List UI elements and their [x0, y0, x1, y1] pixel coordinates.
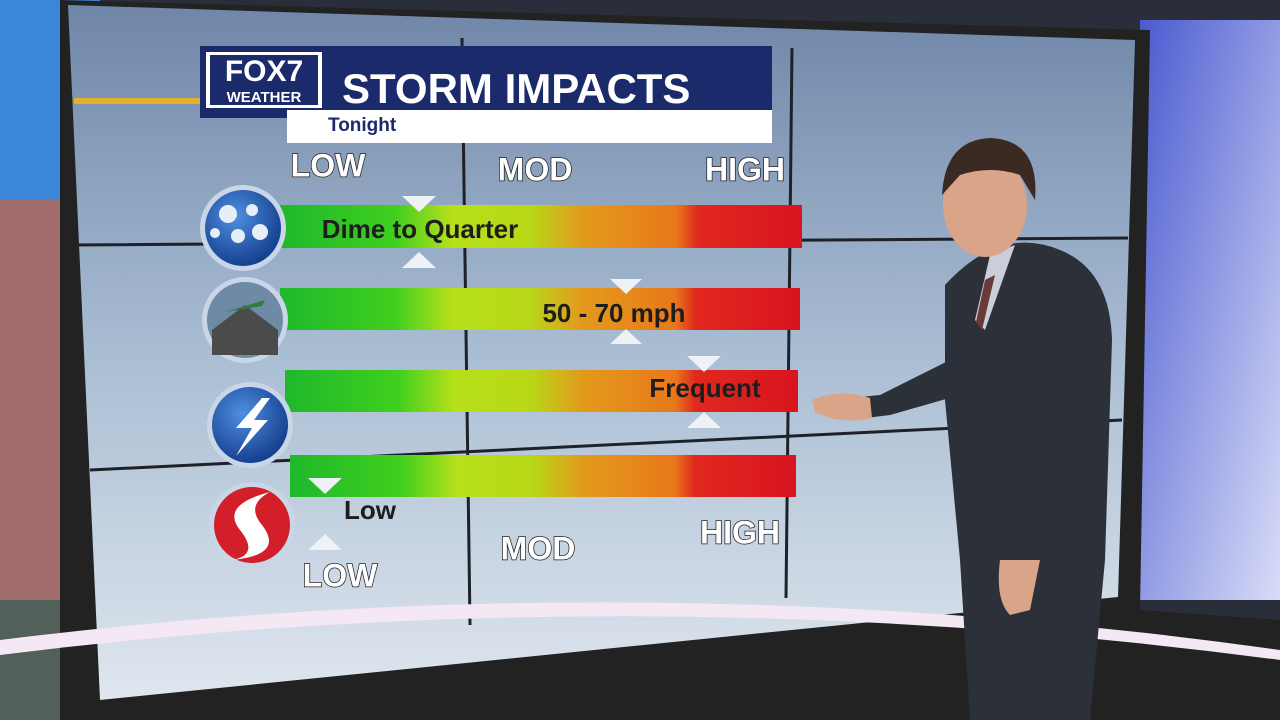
flood-icon — [209, 482, 295, 568]
scale-label: MOD — [501, 530, 576, 566]
logo-top: FOX7 — [225, 55, 303, 88]
scale-label: HIGH — [700, 514, 780, 550]
video-wall — [68, 5, 1135, 700]
floor-light — [0, 602, 1280, 660]
wind-icon — [202, 277, 288, 363]
subtitle-bar — [287, 110, 772, 143]
impact-bar — [280, 288, 800, 330]
impact-bar — [290, 455, 796, 497]
lightning-icon — [207, 382, 293, 468]
presenter — [812, 138, 1112, 720]
logo-bottom: WEATHER — [227, 89, 302, 106]
row-label: Dime to Quarter — [322, 214, 519, 244]
scale-label: MOD — [498, 151, 573, 187]
scale-label: LOW — [291, 147, 366, 183]
title: STORM IMPACTS — [342, 65, 690, 112]
markers — [308, 196, 721, 550]
row-label: Low — [344, 495, 397, 525]
scale-label: HIGH — [705, 151, 785, 187]
impact-bar — [285, 370, 798, 412]
hail-icon — [200, 185, 286, 271]
row-label: 50 - 70 mph — [542, 298, 685, 328]
right-screen — [1140, 20, 1280, 600]
accent-line — [74, 98, 289, 104]
logo-inner — [210, 55, 318, 105]
subtitle: Tonight — [328, 115, 397, 136]
scale-label: LOW — [303, 557, 378, 593]
row-label: Frequent — [649, 373, 761, 403]
impact-bar — [280, 205, 802, 248]
